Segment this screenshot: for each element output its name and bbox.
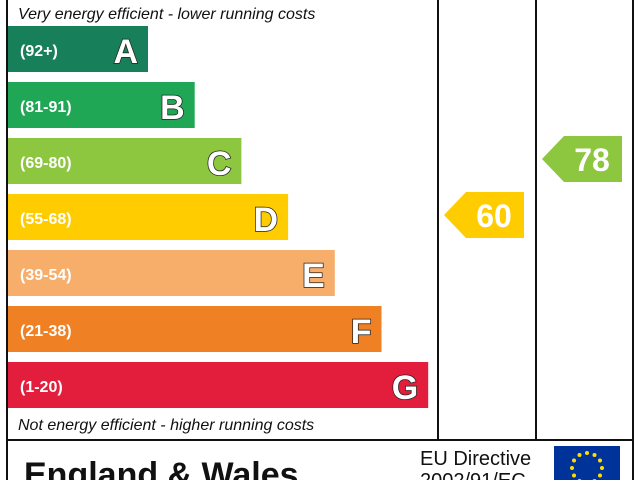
band-letter: F [351,313,372,351]
eu-star [597,473,602,478]
band-c: (69-80) C [8,138,242,184]
score-arrows: 60 78 [444,136,622,238]
potential-rating-value: 78 [574,142,610,178]
band-f: (21-38) F [8,306,382,352]
eu-star [570,466,574,470]
bottom-note: Not energy efficient - higher running co… [18,417,314,434]
potential-rating-marker [542,136,622,182]
band-g: (1-20) G [8,362,429,408]
eu-star [585,451,589,455]
region-label: England & Wales [24,456,299,480]
band-bar [8,82,195,128]
band-b: (81-91) B [8,82,195,128]
band-range: (21-38) [20,323,72,340]
potential-rating: 78 [542,136,622,182]
band-letter: E [302,257,325,295]
band-d: (55-68) D [8,194,289,240]
band-e: (39-54) E [8,250,335,296]
rating-bands: (92+) A (81-91) B (69-80) C (55-68) D (39-54) E (2… [8,26,429,408]
band-letter: A [113,33,138,71]
eu-flag-icon [554,446,620,480]
band-range: (1-20) [20,379,63,396]
eu-star [572,473,577,478]
band-bar [8,362,429,408]
band-letter: G [392,369,418,407]
band-letter: C [207,145,232,183]
frame [6,0,634,480]
band-range: (92+) [20,43,58,60]
directive-line1: EU Directive [420,448,531,470]
eu-star [600,466,604,470]
top-note: Very energy efficient - lower running co… [18,6,315,23]
band-range: (39-54) [20,267,72,284]
current-rating-marker [444,192,524,238]
eu-star [592,453,597,458]
current-rating-value: 60 [476,198,512,234]
current-rating: 60 [444,192,524,238]
band-bar [8,250,335,296]
eu-star [597,458,602,463]
band-range: (69-80) [20,155,72,172]
band-range: (81-91) [20,99,72,116]
band-a: (92+) A [8,26,148,72]
band-bar [8,26,148,72]
band-bar [8,138,242,184]
directive-line2: 2002/91/EC [420,470,526,480]
band-bar [8,306,382,352]
band-bar [8,194,289,240]
band-range: (55-68) [20,211,72,228]
band-letter: B [160,89,185,127]
eu-star [572,458,577,463]
eu-star [577,453,582,458]
band-letter: D [254,201,279,239]
